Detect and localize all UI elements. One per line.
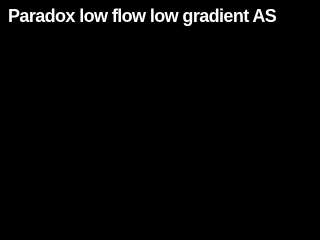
echo-sector: [44, 40, 150, 150]
echo-images: [40, 40, 314, 172]
ecg-trace: [40, 144, 151, 153]
doppler-panel: [160, 40, 314, 106]
echo-speckle: [44, 40, 150, 150]
page: {"header": {"title": "Paradox low flow l…: [8, 6, 314, 172]
doppler-envelope: [172, 118, 282, 140]
slide-title: Paradox low flow low gradient AS: [8, 6, 277, 26]
doppler-envelope: [175, 46, 288, 74]
echo-chamber: [75, 78, 110, 111]
echo-chamber: [60, 110, 90, 131]
doppler-panel: [160, 110, 314, 172]
doppler-noise: [160, 150, 314, 172]
